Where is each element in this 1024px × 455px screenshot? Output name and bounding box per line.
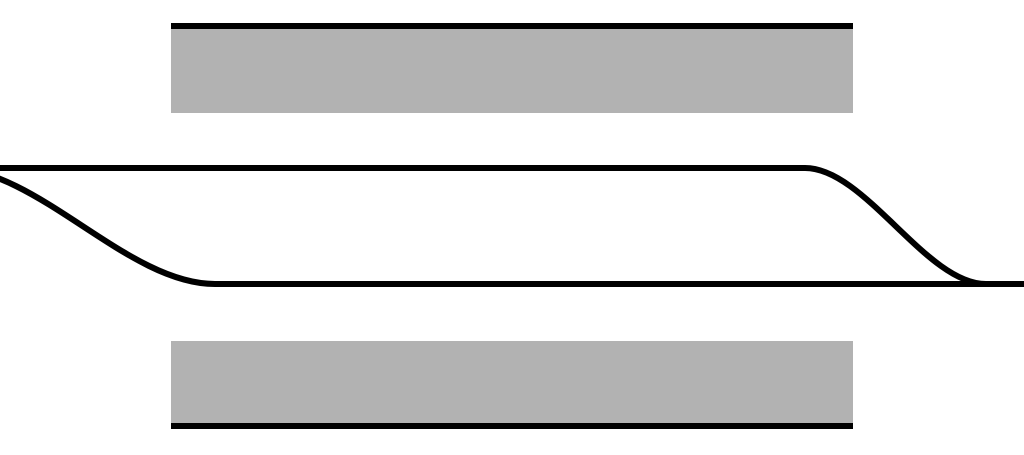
lower-waveguide-path	[0, 175, 1024, 287]
bottom-electrode	[171, 341, 853, 424]
top-electrode	[171, 28, 853, 113]
